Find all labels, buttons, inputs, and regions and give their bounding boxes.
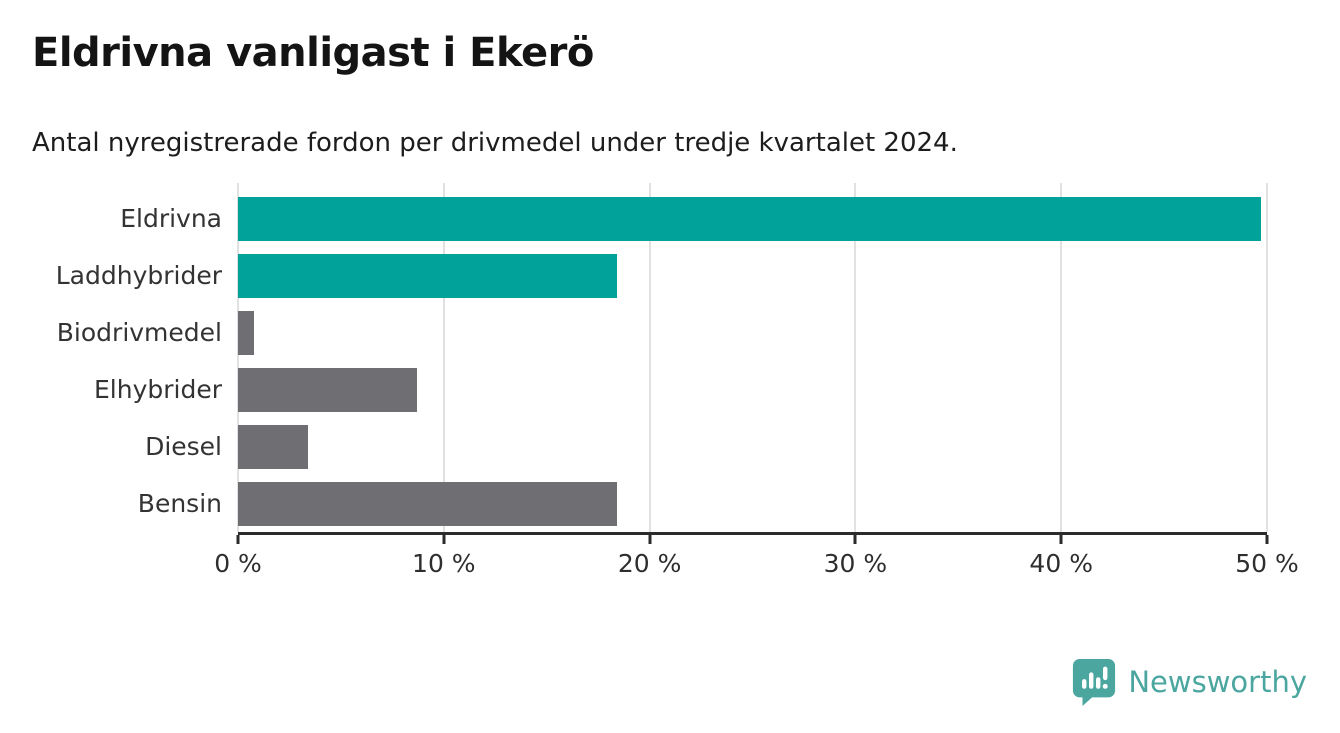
x-axis: 0 % 10 % 20 % 30 % 40 % 50 % xyxy=(214,532,1299,581)
chart-subtitle: Antal nyregistrerade fordon per drivmede… xyxy=(32,128,958,158)
bar-track xyxy=(238,367,1267,412)
chart-row: Laddhybrider xyxy=(32,247,1267,304)
category-label: Eldrivna xyxy=(120,204,222,233)
x-axis-tick-label: 50 % xyxy=(1235,549,1299,578)
newsworthy-logo: Newsworthy xyxy=(1071,657,1307,707)
bar-track xyxy=(238,481,1267,526)
bar-chart: Eldrivna Laddhybrider Biodrivmedel Elhybrid… xyxy=(32,183,1299,581)
chart-row: Diesel xyxy=(32,418,1267,475)
bar-track xyxy=(238,310,1267,355)
chart-row: Biodrivmedel xyxy=(32,304,1267,361)
chart-row: Eldrivna xyxy=(32,190,1267,247)
bar-elhybrider xyxy=(238,367,418,412)
category-label: Elhybrider xyxy=(93,375,222,404)
chart-plot-area: Eldrivna Laddhybrider Biodrivmedel Elhybrid… xyxy=(32,183,1268,532)
x-axis-tick xyxy=(442,535,446,544)
x-axis-tick-label: 10 % xyxy=(412,549,476,578)
x-axis-tick xyxy=(853,535,857,544)
bar-track xyxy=(238,253,1267,298)
bar-laddhybrider xyxy=(238,253,617,298)
x-axis-tick xyxy=(1265,535,1269,544)
bar-diesel xyxy=(238,424,308,469)
category-label: Diesel xyxy=(145,432,222,461)
bar-track xyxy=(238,424,1267,469)
page-title: Eldrivna vanligast i Ekerö xyxy=(32,30,594,76)
brand-name: Newsworthy xyxy=(1128,665,1307,699)
chart-row: Elhybrider xyxy=(32,361,1267,418)
bar-bensin xyxy=(238,481,617,526)
x-axis-tick-label: 20 % xyxy=(617,549,682,578)
bar-track xyxy=(238,196,1267,241)
x-axis-tick-label: 0 % xyxy=(214,549,262,578)
bar-eldrivna xyxy=(238,196,1261,241)
category-label: Bensin xyxy=(137,489,222,518)
x-axis-tick xyxy=(1059,535,1063,544)
bar-biodrivmedel xyxy=(238,310,255,355)
category-label: Laddhybrider xyxy=(55,261,222,290)
x-axis-tick xyxy=(648,535,652,544)
x-axis-tick xyxy=(236,535,240,544)
x-axis-tick-label: 30 % xyxy=(823,549,888,578)
bar-chart-speech-bubble-icon xyxy=(1073,659,1116,706)
category-label: Biodrivmedel xyxy=(56,318,222,347)
x-axis-tick-label: 40 % xyxy=(1029,549,1093,578)
chart-rows: Eldrivna Laddhybrider Biodrivmedel Elhybrid… xyxy=(32,190,1267,532)
chart-row: Bensin xyxy=(32,475,1267,532)
